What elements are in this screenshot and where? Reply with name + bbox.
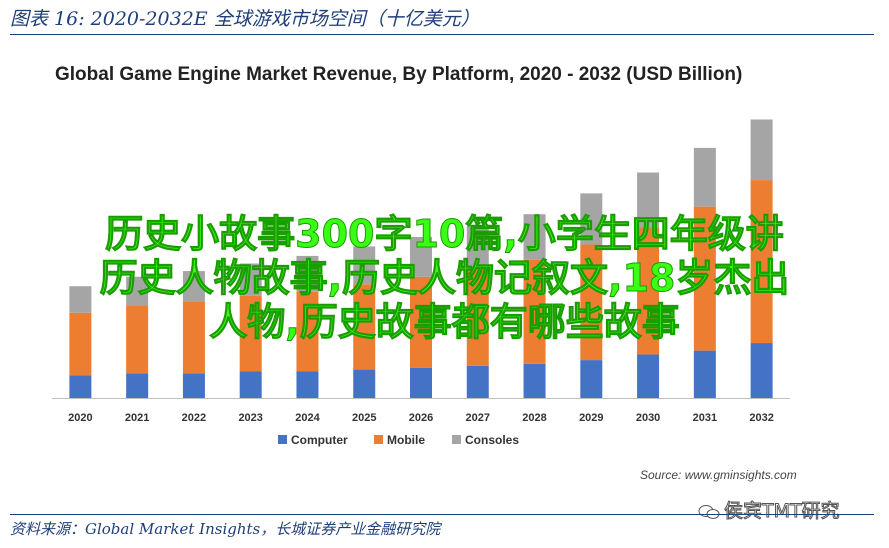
- x-tick-label: 2023: [238, 412, 262, 424]
- bottom-rule: [10, 514, 874, 515]
- footer-source: 资料来源：Global Market Insights，长城证券产业金融研究院: [10, 520, 441, 538]
- bar-consoles-2029: [580, 193, 603, 245]
- x-tick-label: 2024: [295, 412, 320, 424]
- bar-mobile-2029: [580, 244, 603, 361]
- bar-mobile-2027: [466, 269, 489, 366]
- overlay-line-3: 人物,历史故事都有哪些故事: [209, 300, 680, 345]
- bar-consoles-2020: [69, 286, 92, 313]
- bar-consoles-2030: [637, 172, 660, 228]
- x-tick-label: 2025: [352, 412, 376, 424]
- chart-title: Global Game Engine Market Revenue, By Pl…: [55, 64, 743, 85]
- bar-mobile-2021: [126, 305, 149, 374]
- bar-computer-2027: [466, 365, 489, 398]
- bar-mobile-2023: [239, 295, 262, 372]
- x-tick-label: 2027: [466, 412, 490, 424]
- bar-computer-2025: [353, 369, 376, 398]
- legend-label-mobile: Mobile: [387, 433, 425, 447]
- x-tick-label: 2031: [693, 412, 717, 424]
- bar-mobile-2024: [296, 291, 319, 372]
- top-rule: [10, 34, 874, 35]
- overlay-text: 历史小故事300字10篇,小学生四年级讲 历史人物故事,历史人物记叙文,18岁杰…: [0, 212, 889, 345]
- bar-consoles-2031: [693, 147, 716, 207]
- bar-mobile-2026: [410, 276, 432, 368]
- bar-computer-2024: [296, 371, 319, 398]
- bar-consoles-2028: [523, 214, 546, 260]
- x-tick-label: 2032: [749, 412, 773, 424]
- bar-computer-2030: [637, 354, 660, 398]
- source-note: Source: www.gminsights.com: [640, 468, 797, 482]
- bar-consoles-2027: [466, 225, 489, 270]
- legend-swatch-consoles: [452, 435, 461, 444]
- overlay-line-1: 历史小故事300字10篇,小学生四年级讲: [105, 212, 785, 257]
- bar-consoles-2025: [353, 246, 376, 285]
- bar-consoles-2024: [296, 255, 319, 292]
- bar-computer-2021: [126, 373, 149, 398]
- bar-consoles-2021: [126, 276, 149, 306]
- overlay-line-2: 历史人物故事,历史人物记叙文,18岁杰出: [99, 256, 790, 301]
- legend-swatch-mobile: [374, 435, 383, 444]
- bar-computer-2032: [750, 343, 773, 398]
- bar-mobile-2020: [69, 312, 92, 376]
- bar-consoles-2026: [410, 236, 432, 277]
- x-tick-label: 2029: [579, 412, 603, 424]
- watermark: 侯宾TMT研究: [698, 496, 840, 523]
- bar-mobile-2022: [182, 301, 205, 374]
- bar-mobile-2025: [353, 284, 376, 370]
- legend-label-computer: Computer: [291, 433, 348, 447]
- figure-title: 图表 16: 2020-2032E 全球游戏市场空间（十亿美元）: [10, 8, 480, 30]
- bar-mobile-2032: [750, 180, 773, 344]
- bar-consoles-2022: [182, 271, 205, 302]
- legend-swatch-computer: [278, 435, 287, 444]
- bar-mobile-2030: [637, 227, 660, 355]
- watermark-text: 侯宾TMT研究: [724, 500, 841, 523]
- bar-computer-2020: [69, 375, 92, 398]
- bar-consoles-2023: [239, 263, 262, 296]
- x-tick-label: 2030: [636, 412, 660, 424]
- bar-mobile-2031: [693, 206, 716, 351]
- x-tick-label: 2020: [68, 412, 92, 424]
- bar-computer-2028: [523, 363, 546, 398]
- wechat-icon: [698, 504, 720, 519]
- bar-computer-2023: [239, 371, 262, 398]
- x-tick-label: 2028: [522, 412, 546, 424]
- bar-computer-2031: [693, 350, 716, 398]
- x-tick-label: 2022: [182, 412, 206, 424]
- bar-mobile-2028: [523, 259, 546, 364]
- x-tick-label: 2026: [409, 412, 433, 424]
- legend-label-consoles: Consoles: [465, 433, 519, 447]
- bar-consoles-2032: [750, 119, 773, 181]
- bar-computer-2022: [182, 373, 205, 398]
- bar-computer-2029: [580, 360, 603, 398]
- bar-computer-2026: [410, 367, 432, 398]
- x-tick-label: 2021: [125, 412, 149, 424]
